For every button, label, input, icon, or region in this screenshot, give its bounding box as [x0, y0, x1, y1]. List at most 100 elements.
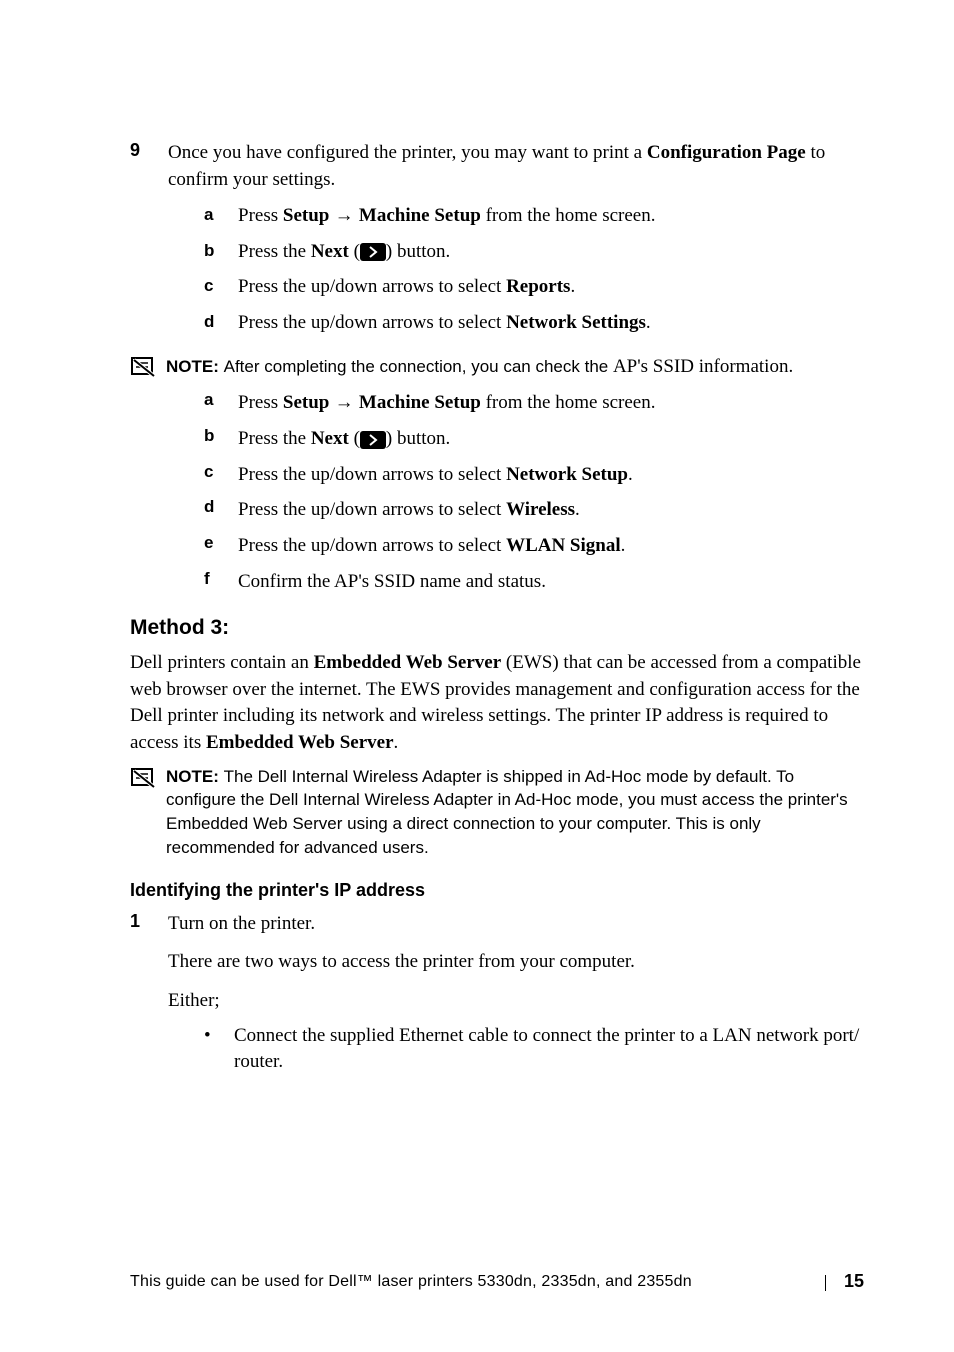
note-icon [130, 767, 156, 789]
body: Press the up/down arrows to select Netwo… [238, 462, 864, 488]
note-label: NOTE: [166, 357, 224, 376]
text: . [621, 535, 626, 556]
page-number: 15 [844, 1271, 864, 1291]
letter: d [204, 497, 238, 523]
step-9-d-body: Press the up/down arrows to select Netwo… [238, 310, 864, 336]
next-label: Next [311, 428, 349, 449]
method-3-para: Dell printers contain an Embedded Web Se… [130, 650, 864, 756]
text: ) button. [386, 428, 450, 449]
step-9-sublist: a Press Setup → Machine Setup from the h… [204, 203, 864, 336]
letter: a [204, 390, 238, 416]
wireless-label: Wireless [506, 499, 575, 520]
bullet-1: • Connect the supplied Ethernet cable to… [204, 1023, 864, 1076]
text: ( [349, 428, 360, 449]
text: from the home screen. [481, 392, 656, 413]
body: Press Setup → Machine Setup from the hom… [238, 390, 864, 416]
arrow-icon: → [329, 205, 359, 226]
note-icon [130, 356, 156, 378]
step-9-d-letter: d [204, 310, 238, 336]
machine-setup-label: Machine Setup [359, 205, 481, 226]
letter: e [204, 533, 238, 559]
note-1-text: NOTE: After completing the connection, y… [166, 354, 793, 381]
note-1-sans: After completing the connection, you can… [224, 357, 613, 376]
note1-b: b Press the Next ( ) button. [204, 426, 864, 452]
step-9-a-letter: a [204, 203, 238, 229]
bullet-mark: • [204, 1023, 234, 1076]
text: Press the up/down arrows to select [238, 535, 506, 556]
text: Press the [238, 428, 311, 449]
step-9-c: c Press the up/down arrows to select Rep… [204, 274, 864, 300]
step-1-number: 1 [130, 911, 168, 1084]
note-1: NOTE: After completing the connection, y… [130, 354, 864, 381]
wlan-signal-label: WLAN Signal [506, 535, 621, 556]
step-9: 9 Once you have configured the printer, … [130, 140, 864, 346]
body: Press the up/down arrows to select Wirel… [238, 497, 864, 523]
setup-label: Setup [283, 392, 329, 413]
text: Press the [238, 241, 311, 262]
text: ( [349, 241, 360, 262]
step-9-c-body: Press the up/down arrows to select Repor… [238, 274, 864, 300]
text: Press the up/down arrows to select [238, 464, 506, 485]
step-9-text-a: Once you have configured the printer, yo… [168, 142, 647, 163]
letter: b [204, 426, 238, 452]
arrow-icon: → [329, 392, 359, 413]
note1-e: e Press the up/down arrows to select WLA… [204, 533, 864, 559]
text: ) button. [386, 241, 450, 262]
step-9-d: d Press the up/down arrows to select Net… [204, 310, 864, 336]
next-arrow-icon [360, 243, 386, 261]
identify-step-1: 1 Turn on the printer. There are two way… [130, 911, 864, 1084]
note1-d: d Press the up/down arrows to select Wir… [204, 497, 864, 523]
text: . [570, 276, 575, 297]
step-9-config-page: Configuration Page [647, 142, 806, 163]
step-1-body: Turn on the printer. There are two ways … [168, 911, 864, 1084]
text: Press the up/down arrows to select [238, 276, 506, 297]
body: Confirm the AP's SSID name and status. [238, 569, 864, 595]
note-label: NOTE: [166, 767, 224, 786]
text: . [646, 312, 651, 333]
text: . [394, 732, 399, 753]
setup-label: Setup [283, 205, 329, 226]
letter: f [204, 569, 238, 595]
bullet-list: • Connect the supplied Ethernet cable to… [204, 1023, 864, 1076]
step-9-a-body: Press Setup → Machine Setup from the hom… [238, 203, 864, 229]
step-9-b-body: Press the Next ( ) button. [238, 239, 864, 265]
text: . [628, 464, 633, 485]
step-9-number: 9 [130, 140, 168, 346]
text: Press the up/down arrows to select [238, 499, 506, 520]
step-9-b: b Press the Next ( ) button. [204, 239, 864, 265]
step-9-c-letter: c [204, 274, 238, 300]
method-3-heading: Method 3: [130, 616, 864, 640]
step-9-body: Once you have configured the printer, yo… [168, 140, 864, 346]
letter: c [204, 462, 238, 488]
note1-a: a Press Setup → Machine Setup from the h… [204, 390, 864, 416]
reports-label: Reports [506, 276, 570, 297]
identify-p1: There are two ways to access the printer… [168, 949, 864, 976]
text: from the home screen. [481, 205, 656, 226]
note-2-text: NOTE: The Dell Internal Wireless Adapter… [166, 765, 864, 860]
page-footer: This guide can be used for Dell™ laser p… [130, 1271, 864, 1292]
next-arrow-icon [360, 431, 386, 449]
text: . [575, 499, 580, 520]
step-9-b-letter: b [204, 239, 238, 265]
note-2: NOTE: The Dell Internal Wireless Adapter… [130, 765, 864, 860]
note1-c: c Press the up/down arrows to select Net… [204, 462, 864, 488]
footer-right: 15 [807, 1271, 864, 1292]
text: Press [238, 392, 283, 413]
network-settings-label: Network Settings [506, 312, 646, 333]
ews-label-2: Embedded Web Server [206, 732, 394, 753]
next-label: Next [311, 241, 349, 262]
text: Dell printers contain an [130, 652, 314, 673]
identify-heading: Identifying the printer's IP address [130, 880, 864, 901]
step-9-a: a Press Setup → Machine Setup from the h… [204, 203, 864, 229]
step-1-text: Turn on the printer. [168, 911, 864, 938]
footer-text: This guide can be used for Dell™ laser p… [130, 1273, 692, 1291]
note-1-serif: AP's SSID information. [613, 356, 793, 377]
ews-label: Embedded Web Server [314, 652, 502, 673]
note-2-body: The Dell Internal Wireless Adapter is sh… [166, 767, 848, 857]
network-setup-label: Network Setup [506, 464, 628, 485]
bullet-1-text: Connect the supplied Ethernet cable to c… [234, 1023, 864, 1076]
body: Press the Next ( ) button. [238, 426, 864, 452]
identify-p2: Either; [168, 988, 864, 1015]
note-1-sublist: a Press Setup → Machine Setup from the h… [204, 390, 864, 594]
text: Press [238, 205, 283, 226]
